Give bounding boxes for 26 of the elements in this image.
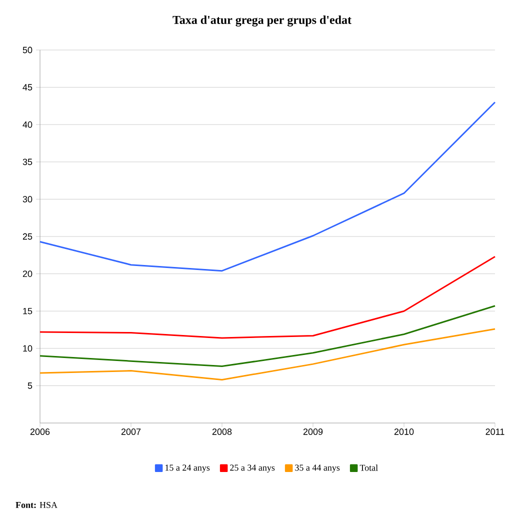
line-series [39,328,496,380]
legend-label: 35 a 44 anys [295,464,340,473]
x-tick-label: 2006 [30,428,50,435]
legend-label: 15 a 24 anys [165,464,210,473]
line-series [39,101,496,272]
legend-label: Total [360,464,378,471]
x-tick-label: 2009 [303,428,323,435]
y-tick-label: 20 [22,270,32,277]
y-tick-label: 25 [22,233,32,240]
y-tick-label: 35 [22,158,32,166]
y-tick-label: 30 [22,196,32,202]
x-tick-label: 2011 [486,428,504,435]
y-tick-label: 15 [23,308,32,314]
line-series [39,305,496,368]
x-tick-label: 2007 [121,428,141,435]
y-tick-label: 45 [22,84,32,90]
text: Font: HSA [16,502,58,508]
legend-label: 25 a 34 anys [230,464,275,473]
line-series [39,256,496,339]
y-tick-label: 40 [22,121,32,128]
x-tick-label: 2008 [212,428,232,435]
chart-title: Taxa d'atur grega per grups d'edat [172,16,352,26]
y-tick-label: 10 [23,345,32,352]
x-tick-label: 2010 [394,428,414,435]
y-tick-label: 50 [22,46,32,54]
y-tick-label: 5 [28,382,32,389]
